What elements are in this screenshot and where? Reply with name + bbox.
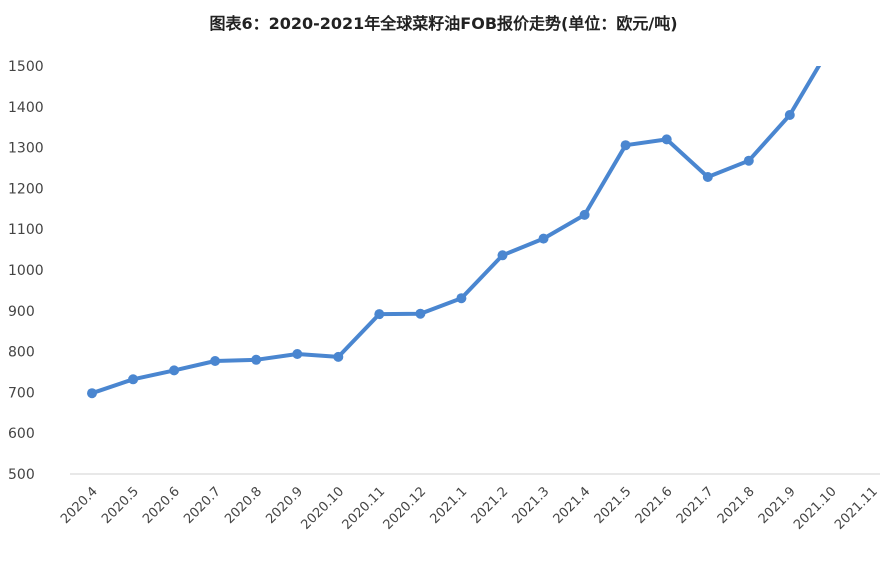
data-point: [661, 134, 672, 145]
y-tick-label: 1200: [8, 181, 44, 197]
data-point: [620, 140, 631, 151]
x-tick-label: 2020.10: [299, 484, 348, 533]
data-point: [538, 233, 549, 244]
y-tick-label: 1000: [8, 263, 44, 279]
data-point: [415, 308, 426, 319]
x-tick-label: 2020.4: [58, 484, 101, 527]
data-point: [333, 351, 344, 362]
y-tick-label: 900: [8, 304, 35, 320]
x-tick-label: 2021.8: [715, 484, 758, 527]
x-tick-label: 2020.7: [181, 484, 224, 527]
y-tick-label: 700: [8, 385, 35, 401]
y-axis: 500 600 700 800 900 1000 1100 1200 1300 1400 1500: [8, 59, 44, 483]
data-point: [374, 309, 385, 320]
y-tick-label: 1500: [8, 59, 44, 75]
y-tick-label: 1300: [8, 141, 44, 157]
y-tick-label: 1400: [8, 100, 44, 116]
y-tick-label: 1100: [8, 222, 44, 238]
x-tick-label: 2021.5: [592, 484, 635, 527]
x-tick-label: 2020.8: [222, 484, 265, 527]
data-point: [743, 155, 754, 166]
x-tick-label: 2020.11: [340, 484, 389, 533]
data-point: [251, 354, 262, 365]
y-tick-label: 600: [8, 426, 35, 442]
x-tick-label: 2021.1: [427, 484, 470, 527]
x-tick-label: 2021.3: [510, 484, 553, 527]
plot-area: [87, 66, 822, 399]
data-point: [456, 293, 467, 304]
series-line: [91, 66, 822, 396]
x-tick-label: 2021.2: [469, 484, 512, 527]
x-tick-label: 2020.6: [140, 484, 183, 527]
x-tick-label: 2021.6: [633, 484, 676, 527]
x-tick-label: 2020.5: [99, 484, 142, 527]
data-point: [169, 365, 180, 376]
x-tick-label: 2021.10: [791, 484, 840, 533]
data-point: [87, 388, 97, 399]
data-point: [702, 172, 713, 182]
x-tick-label: 2021.4: [551, 484, 594, 527]
data-point: [497, 250, 508, 261]
data-point: [784, 110, 795, 120]
data-point: [210, 356, 221, 366]
y-tick-label: 800: [8, 345, 35, 361]
chart-title: 图表6：2020-2021年全球菜籽油FOB报价走势(单位：欧元/吨): [209, 14, 678, 33]
x-tick-label: 2021.7: [674, 484, 717, 527]
x-axis: 2020.42020.52020.62020.72020.82020.92020…: [58, 484, 881, 533]
y-tick-label: 500: [8, 467, 35, 483]
data-point: [128, 374, 139, 385]
x-tick-label: 2020.12: [381, 484, 430, 533]
x-tick-label: 2021.11: [832, 484, 881, 533]
data-point: [292, 349, 303, 359]
data-point: [579, 209, 590, 220]
